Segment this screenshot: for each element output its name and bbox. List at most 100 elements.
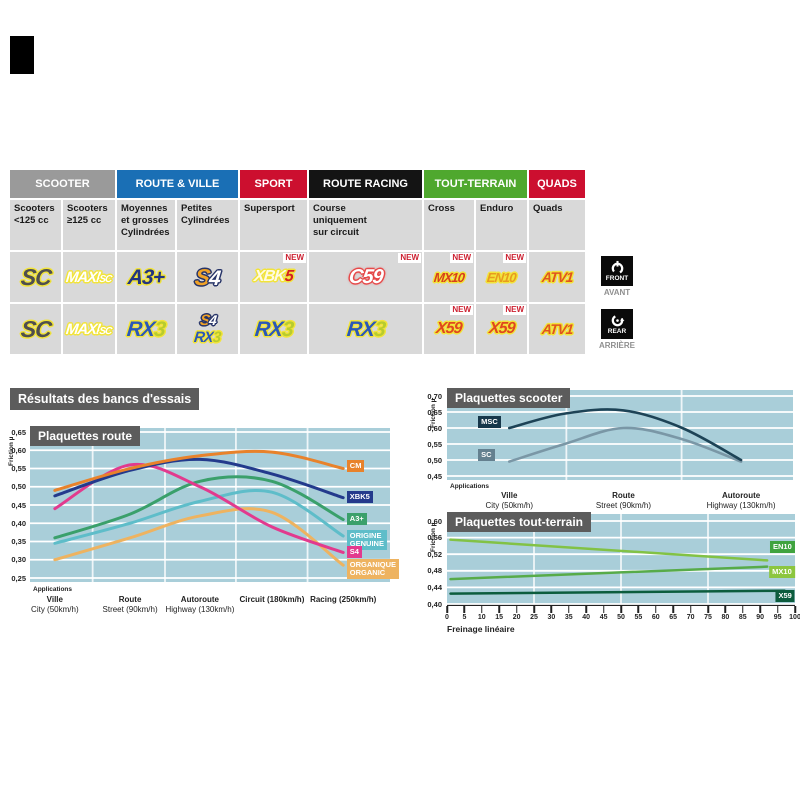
ytick-label: 0,60 — [427, 423, 442, 433]
x-tick-label: 45 — [599, 614, 608, 621]
ytick-label: 0,45 — [11, 500, 26, 510]
pad-rear-rx3-sport: RX3 — [240, 304, 309, 356]
sc-logo: SC — [19, 263, 52, 290]
x-tick-mark — [689, 606, 692, 613]
scooter-y-ticks: 0,70 0,65 0,60 0,55 0,50 0,45 — [420, 390, 444, 485]
s4-logo: S4 — [198, 311, 217, 329]
x-axis-label: Ville City (50km/h) — [485, 491, 534, 510]
new-badge: NEW — [283, 253, 306, 263]
xbk5-logo: XBK5 — [253, 268, 294, 285]
x-tick-mark — [637, 606, 640, 613]
x-tick-label: 65 — [669, 614, 678, 621]
x-tick-mark — [742, 606, 744, 613]
x-tick-mark — [463, 606, 466, 613]
front-label-en: FRONT — [605, 275, 629, 282]
scooter-applications-label: Applications — [450, 483, 490, 490]
pad-front-c59: NEW C59 — [309, 252, 424, 304]
col-quads: Quads — [529, 200, 585, 252]
x-tick-mark — [707, 606, 709, 613]
en10-logo: EN10 — [486, 269, 517, 285]
ytick-label: 0,50 — [11, 482, 26, 492]
ytick-label: 0,52 — [427, 549, 442, 559]
ytick-label: 0,45 — [427, 471, 442, 481]
x-tick-label: 50 — [617, 614, 625, 621]
maxisc-logo: MAXISC — [65, 320, 113, 338]
x-tick-mark — [602, 606, 605, 613]
scooter-chart-plot — [447, 390, 793, 480]
x-tick-mark — [515, 606, 518, 613]
x-tick-label: 90 — [756, 614, 765, 621]
pad-rear-atv1: ATV1 — [529, 304, 585, 356]
col-cross: Cross — [424, 200, 476, 252]
x-tick-mark — [481, 606, 483, 613]
x-tick-label: 15 — [495, 614, 504, 621]
subheader-row: Scooters <125 cc Scooters ≥125 cc Moyenn… — [10, 200, 585, 252]
tout-y-ticks: 0,60 0,56 0,52 0,48 0,44 0,40 — [420, 514, 444, 609]
pad-front-sc: SC — [10, 252, 63, 304]
atv1-logo: ATV1 — [540, 321, 574, 337]
new-badge: NEW — [503, 305, 526, 315]
new-badge: NEW — [503, 253, 526, 263]
rx3-logo: RX3 — [345, 317, 386, 341]
atv1-logo: ATV1 — [540, 269, 574, 285]
ytick-label: 0,44 — [427, 582, 442, 592]
rear-disc-icon: REAR — [601, 309, 633, 339]
ytick-label: 0,60 — [427, 516, 442, 526]
front-pads-row: SC MAXISC A3+ S4 NEW XBK5 NEW C59 NEW MX10 … — [10, 252, 585, 304]
x59-logo: X59 — [435, 320, 463, 337]
a3-logo: A3+ — [126, 265, 166, 289]
new-badge: NEW — [450, 253, 473, 263]
x-axis-label: Autoroute Highway (130km/h) — [706, 491, 776, 510]
tout-chart-title: Plaquettes tout-terrain — [447, 512, 592, 532]
front-label-fr: AVANT — [603, 288, 631, 297]
route-applications-label: Applications — [33, 586, 73, 593]
ytick-label: 0,70 — [427, 391, 442, 401]
pad-rear-rx3-racing: RX3 — [309, 304, 424, 356]
rear-badge: REAR ARRIÈRE — [597, 309, 637, 350]
scooter-chart-title: Plaquettes scooter — [447, 388, 571, 408]
x-axis-label: Autoroute Highway (130km/h) — [165, 595, 235, 614]
x-tick-mark — [446, 606, 448, 613]
tout-x-ticks: 0 5 10 15 20 25 30 35 40 45 50 55 60 65 70 75 80 85 90 95 10… — [445, 606, 800, 626]
rx3-logo: RX3 — [253, 317, 294, 341]
x-tick-label: 55 — [634, 614, 643, 621]
ytick-label: 0,65 — [427, 407, 442, 417]
ytick-label: 0,40 — [427, 599, 442, 609]
route-chart-title: Plaquettes route — [30, 426, 141, 446]
corner-mark — [10, 36, 34, 74]
rx3-logo: RX3 — [193, 328, 222, 346]
x-tick-mark — [655, 606, 657, 613]
col-enduro: Enduro — [476, 200, 529, 252]
x-tick-label: 10 — [477, 614, 486, 621]
s4-logo: S4 — [193, 263, 222, 290]
col-moyennes-grosses: Moyennes et grosses Cylindrées — [117, 200, 177, 252]
route-y-ticks: 0,65 0,60 0,55 0,50 0,45 0,40 0,35 0,30 0,25 — [4, 428, 28, 588]
x-tick-label: 40 — [582, 614, 591, 621]
tout-x-axis-title: Freinage linéaire — [447, 624, 515, 634]
rx3-logo: RX3 — [125, 317, 167, 341]
x-tick-label: 75 — [704, 614, 712, 621]
rear-label-en: REAR — [607, 328, 627, 335]
category-route-ville: ROUTE & VILLE — [117, 170, 240, 200]
col-supersport: Supersport — [240, 200, 309, 252]
pad-front-atv1: ATV1 — [529, 252, 585, 304]
pad-rear-x59-cross: NEW X59 — [424, 304, 476, 356]
rear-label-fr: ARRIÈRE — [598, 341, 635, 350]
x-tick-mark — [794, 606, 796, 613]
pad-rear-maxisc: MAXISC — [63, 304, 117, 356]
category-sport: SPORT — [240, 170, 309, 200]
x-tick-mark — [620, 606, 622, 613]
mx10-logo: MX10 — [433, 269, 465, 285]
ytick-label: 0,40 — [11, 518, 26, 528]
category-route-racing: ROUTE RACING — [309, 170, 424, 200]
col-scooters-gte125: Scooters ≥125 cc — [63, 200, 117, 252]
new-badge: NEW — [450, 305, 473, 315]
ytick-label: 0,48 — [427, 566, 442, 576]
x-tick-mark — [759, 606, 761, 613]
x-tick-label: 20 — [512, 614, 521, 621]
pad-rear-s4-rx3: S4 RX3 — [177, 304, 240, 356]
ytick-label: 0,25 — [11, 573, 26, 583]
x-axis-label: Route Street (90km/h) — [595, 491, 652, 510]
ytick-label: 0,50 — [427, 455, 442, 465]
